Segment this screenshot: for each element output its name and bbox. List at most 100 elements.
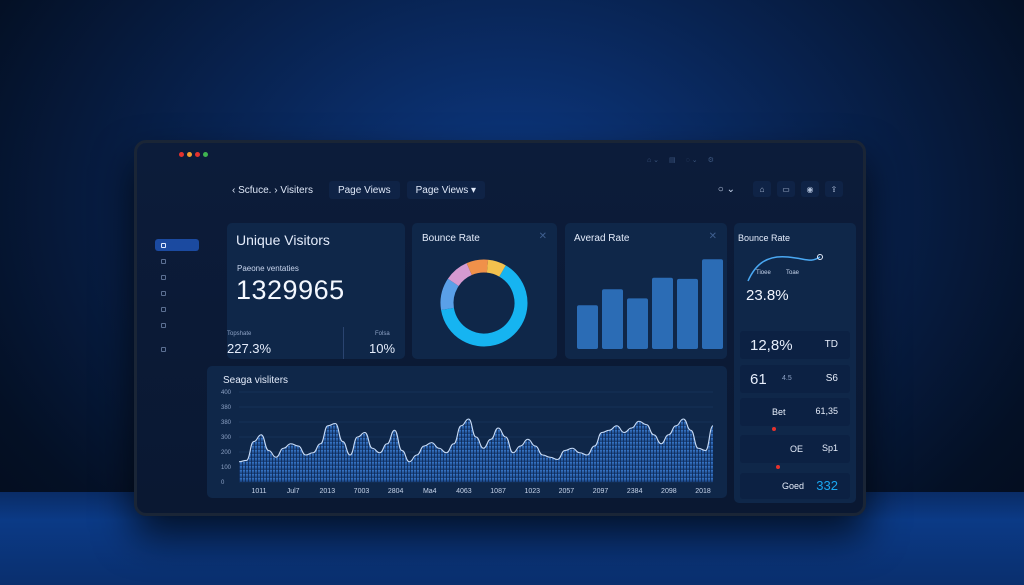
list-item[interactable]: OE Sp1 bbox=[740, 435, 850, 463]
row-label: OE bbox=[790, 444, 804, 454]
close-icon[interactable]: ✕ bbox=[538, 231, 547, 242]
mini-label-1: Tioee bbox=[756, 270, 771, 276]
sub-right-value: 10% bbox=[369, 341, 396, 356]
y-tick-label: 0 bbox=[221, 480, 225, 486]
status-dot bbox=[772, 427, 776, 431]
close-dot[interactable] bbox=[179, 152, 184, 157]
sub-left-label: Topshate bbox=[227, 331, 252, 337]
list-icon bbox=[161, 258, 166, 264]
averad-bar-4 bbox=[677, 278, 698, 349]
x-tick-label: 4063 bbox=[456, 488, 472, 495]
navbar-actions: ○ ⌄ ⌂ ▭ ◉ ⇪ bbox=[718, 181, 843, 197]
averad-bar-5 bbox=[702, 259, 723, 349]
unique-visitors-card: Unique Visitors Paeone ventaties 1329965… bbox=[227, 223, 405, 359]
window-controls bbox=[179, 152, 208, 157]
card-title: Averad Rate bbox=[574, 233, 630, 244]
notification-icon[interactable]: ◉ bbox=[801, 181, 819, 197]
home-icon[interactable]: ⌂ ⌄ bbox=[647, 157, 660, 164]
home-icon[interactable]: ⌂ bbox=[753, 181, 771, 197]
averad-rate-card: Averad Rate ✕ bbox=[565, 223, 727, 359]
share-icon[interactable]: ⇪ bbox=[825, 181, 843, 197]
y-tick-label: 200 bbox=[221, 450, 232, 456]
sidebar-item-5[interactable] bbox=[155, 303, 227, 315]
sidebar-item-7[interactable] bbox=[155, 343, 227, 355]
tab-page-views-dropdown[interactable]: Page Views ▾ bbox=[406, 181, 486, 199]
dashboard-icon bbox=[161, 242, 166, 248]
y-tick-label: 100 bbox=[221, 465, 232, 471]
x-tick-label: 2384 bbox=[627, 488, 643, 495]
tab-page-views[interactable]: Page Views bbox=[328, 181, 400, 199]
unique-visitors-value: 1329965 bbox=[236, 275, 345, 305]
maximize-dot[interactable] bbox=[195, 152, 200, 157]
averad-bar-0 bbox=[577, 305, 598, 349]
top-navbar: ‹ Scfuce. › Visiters Page Views Page Vie… bbox=[223, 177, 843, 203]
row-tag: TD bbox=[824, 339, 838, 350]
y-tick-label: 380 bbox=[221, 405, 232, 411]
user-icon bbox=[161, 306, 166, 312]
x-tick-label: 2097 bbox=[593, 488, 609, 495]
bounce-rate-donut bbox=[440, 259, 528, 347]
sidebar-item-4[interactable] bbox=[155, 287, 227, 299]
period-toggle[interactable]: ○ ⌄ bbox=[717, 183, 735, 195]
sub-left-value: 227.3% bbox=[227, 341, 272, 356]
chat-icon[interactable]: ◌ ⌄ bbox=[685, 157, 698, 164]
area-series-line bbox=[238, 418, 714, 463]
sub-right-label: Folsa bbox=[375, 331, 390, 337]
averad-bar-1 bbox=[602, 289, 623, 349]
metric-label: Paeone ventaties bbox=[237, 264, 299, 273]
chart-title: Seaga visliters bbox=[223, 375, 289, 386]
averad-bar-2 bbox=[627, 298, 648, 349]
right-panel: Bounce Rate Tioee Toae 23.8% 12,8% TD 61… bbox=[734, 223, 856, 503]
inbox-icon[interactable]: ▭ bbox=[777, 181, 795, 197]
row-tag: S6 bbox=[825, 373, 838, 384]
sidebar-item-6[interactable] bbox=[155, 319, 227, 331]
visitors-chart-card: Seaga visliters 0 100 200 300 380 380 400 1011 J… bbox=[207, 366, 727, 498]
sidebar-item-3[interactable] bbox=[155, 271, 227, 283]
area-series-fill bbox=[239, 419, 713, 482]
row-tag: Sp1 bbox=[821, 443, 838, 453]
row-value: 61 bbox=[750, 371, 767, 388]
x-tick-label: 2804 bbox=[388, 488, 404, 495]
card-title: Unique Visitors bbox=[236, 232, 330, 248]
fullscreen-dot[interactable] bbox=[203, 152, 208, 157]
x-tick-label: 7003 bbox=[354, 488, 370, 495]
sidebar-item-2[interactable] bbox=[155, 255, 227, 267]
folder-icon bbox=[161, 274, 166, 280]
close-icon[interactable]: ✕ bbox=[708, 231, 717, 242]
donut-slice-seg5 bbox=[440, 259, 528, 347]
x-tick-label: 2057 bbox=[559, 488, 575, 495]
list-item[interactable]: Bet 61,35 bbox=[740, 398, 850, 426]
chart-icon bbox=[161, 290, 166, 296]
averad-bar-3 bbox=[652, 277, 673, 349]
mini-line-chart bbox=[747, 254, 823, 282]
row-label: Bet bbox=[772, 407, 786, 417]
settings-icon[interactable]: ⚙ bbox=[707, 157, 714, 164]
sidebar bbox=[155, 171, 227, 503]
help-icon bbox=[161, 346, 166, 352]
minimize-dot[interactable] bbox=[187, 152, 192, 157]
top-toolbar-icons: ⌂ ⌄ ▤ ◌ ⌄ ⚙ bbox=[647, 156, 714, 164]
sidebar-item-active[interactable] bbox=[155, 239, 199, 251]
list-item[interactable]: Goed 332 bbox=[740, 473, 850, 499]
list-item[interactable]: 12,8% TD bbox=[740, 331, 850, 359]
visitors-area-chart: 0 100 200 300 380 380 400 1011 Jul7 2013 7003 2804 M… bbox=[221, 390, 714, 495]
x-tick-label: 1087 bbox=[490, 488, 506, 495]
dashboard-screen: ⌂ ⌄ ▤ ◌ ⌄ ⚙ ‹ Scfuce. › Visiters Page Vi… bbox=[137, 143, 863, 513]
bounce-rate-percent: 23.8% bbox=[746, 287, 789, 304]
card-title: Bounce Rate bbox=[738, 233, 791, 243]
donut-slice-seg2 bbox=[440, 259, 528, 347]
x-tick-label: Jul7 bbox=[287, 488, 300, 495]
row-subvalue: 4.5 bbox=[782, 375, 792, 382]
card-title: Bounce Rate bbox=[422, 233, 480, 244]
y-tick-label: 300 bbox=[221, 435, 232, 441]
list-item[interactable]: 61 4.5 S6 bbox=[740, 365, 850, 393]
x-tick-label: 2098 bbox=[661, 488, 677, 495]
y-tick-label: 400 bbox=[221, 390, 232, 396]
breadcrumb[interactable]: ‹ Scfuce. › Visiters bbox=[232, 184, 313, 196]
grid-icon[interactable]: ▤ bbox=[669, 157, 676, 164]
divider bbox=[343, 327, 344, 359]
row-tag: 61,35 bbox=[815, 406, 838, 416]
x-tick-label: 2018 bbox=[695, 488, 711, 495]
x-tick-label: Ma4 bbox=[423, 488, 437, 495]
settings-icon bbox=[161, 322, 166, 328]
